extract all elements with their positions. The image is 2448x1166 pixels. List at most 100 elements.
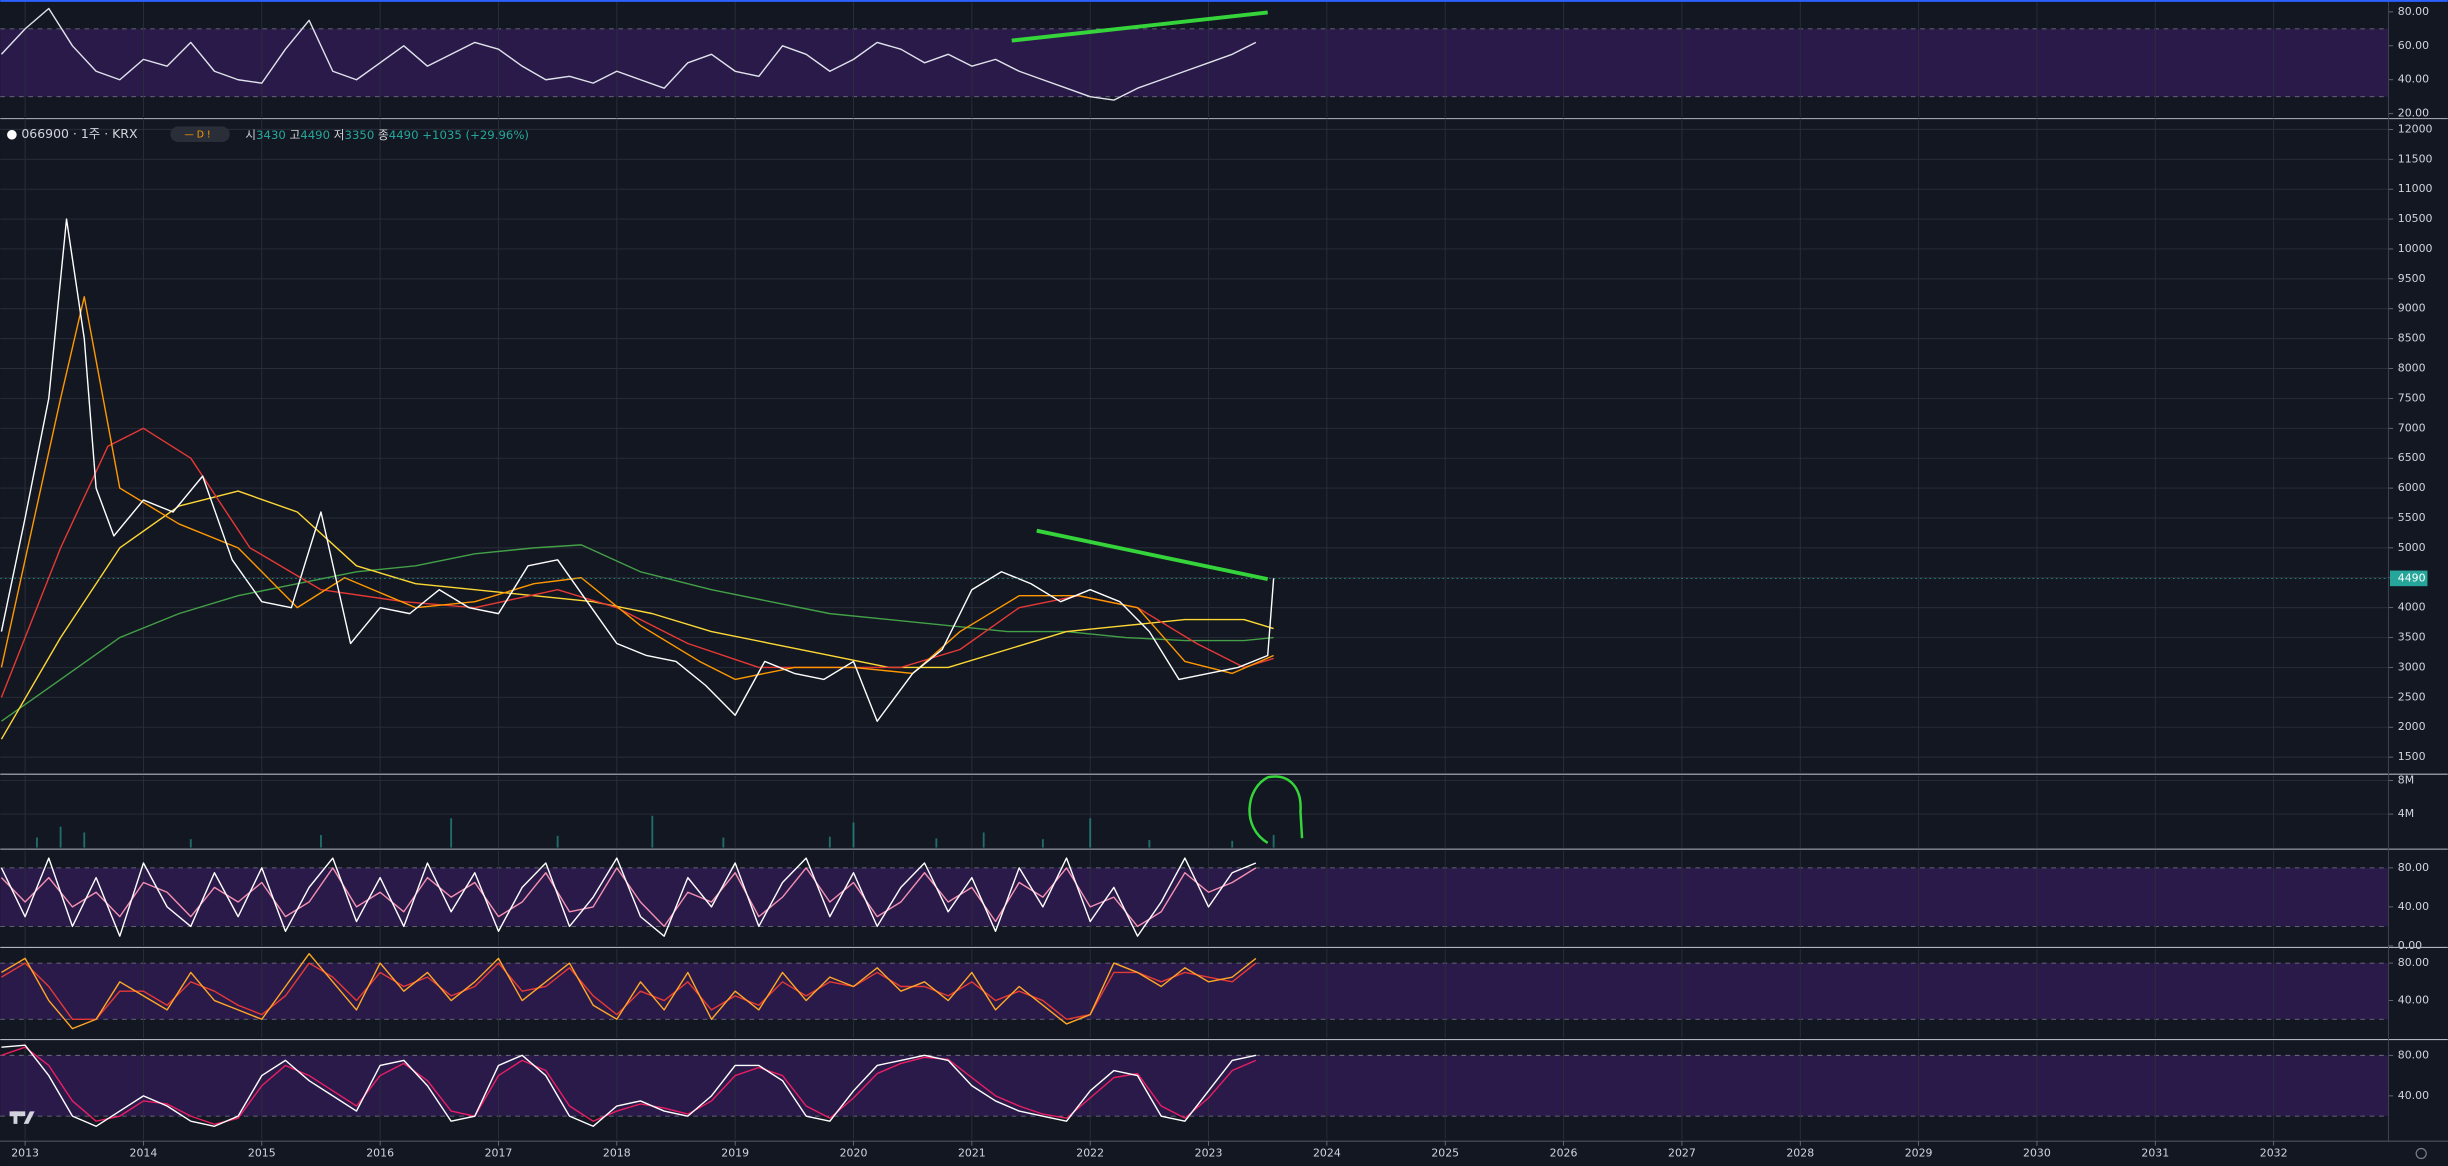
volume-bar (852, 822, 855, 848)
x-tick-label: 2017 (485, 1147, 513, 1160)
y-tick-label: 20.00 (2398, 107, 2429, 120)
y-tick-label: 60.00 (2398, 39, 2429, 52)
volume-bar (556, 835, 559, 848)
series-line (0, 218, 1275, 722)
x-tick-label: 2021 (958, 1147, 986, 1160)
volume-bar (1148, 840, 1151, 848)
x-tick-label: 2032 (2260, 1147, 2288, 1160)
symbol-icon: ● (6, 126, 17, 141)
y-tick-label: 11500 (2398, 152, 2433, 165)
y-tick-label: 8000 (2398, 362, 2426, 375)
last-price-label: 4490 (2398, 571, 2426, 584)
y-tick-label: 10500 (2398, 212, 2433, 225)
drawing-trendline (1036, 528, 1269, 582)
y-tick-label: 10000 (2398, 242, 2433, 255)
series-line (0, 296, 1274, 681)
x-tick-label: 2014 (130, 1147, 158, 1160)
x-tick-label: 2029 (1905, 1147, 1933, 1160)
y-tick-label: 3500 (2398, 631, 2426, 644)
y-tick-label: 4M (2398, 807, 2414, 820)
y-tick-label: 9000 (2398, 302, 2426, 315)
band (0, 963, 2389, 1020)
volume-bar (722, 837, 725, 848)
series-line (1, 1044, 1257, 1127)
series-line (0, 867, 1257, 928)
x-tick-label: 2013 (11, 1147, 39, 1160)
volume-bar (189, 839, 192, 848)
series-line (0, 490, 1274, 740)
value: 3350 (345, 128, 375, 142)
last-price-badge (2390, 570, 2428, 587)
band (0, 1055, 2389, 1117)
series-line (0, 857, 1257, 937)
volume-bar (1272, 835, 1275, 848)
y-tick-label: 8M (2398, 774, 2414, 787)
y-tick-label: 40.00 (2398, 73, 2429, 86)
svg-text:— D !: — D ! (184, 130, 210, 141)
volume-bar (450, 818, 453, 848)
series-line (1, 1046, 1257, 1125)
y-tick-label: 11000 (2398, 182, 2433, 195)
volume-bar (828, 836, 831, 848)
y-tick-label: 80.00 (2398, 956, 2429, 969)
volume-bar (651, 815, 654, 848)
volume-bar (935, 838, 938, 848)
y-tick-label: 3000 (2398, 660, 2426, 673)
y-tick-label: 9500 (2398, 272, 2426, 285)
drawing-trendline (1011, 10, 1268, 43)
label: 저 (334, 128, 345, 142)
x-tick-label: 2019 (721, 1147, 749, 1160)
tradingview-logo (9, 1111, 35, 1124)
drawing-circle (1248, 775, 1304, 844)
band (0, 28, 2389, 97)
y-tick-label: 6000 (2398, 481, 2426, 494)
y-tick-label: 0.00 (2398, 939, 2422, 952)
y-tick-label: 40.00 (2398, 994, 2429, 1007)
y-tick-label: 4000 (2398, 601, 2426, 614)
y-tick-label: 80.00 (2398, 5, 2429, 18)
legend-ohlc: 시3430 고4490 저3350 종4490 +1035 (+29.96%) (245, 128, 529, 142)
y-tick-label: 80.00 (2398, 861, 2429, 874)
top-border (0, 0, 2448, 2)
x-tick-label: 2015 (248, 1147, 276, 1160)
series-line (1, 962, 1257, 1020)
y-tick-label: 2500 (2398, 690, 2426, 703)
x-tick-label: 2028 (1786, 1147, 1814, 1160)
value: 3430 (256, 128, 286, 142)
x-tick-label: 2018 (603, 1147, 631, 1160)
volume-bar (320, 835, 322, 848)
x-tick-label: 2031 (2141, 1147, 2169, 1160)
y-tick-label: 80.00 (2398, 1048, 2429, 1061)
y-tick-label: 2000 (2398, 720, 2426, 733)
x-tick-label: 2020 (840, 1147, 868, 1160)
legend-buttons[interactable]: — D ! (170, 126, 230, 143)
y-tick-label: 40.00 (2398, 1089, 2429, 1102)
y-tick-label: 6500 (2398, 451, 2426, 464)
legend-symbol: 066900 · 1주 · KRX (21, 126, 138, 141)
volume-bar (1041, 839, 1044, 848)
y-tick-label: 8500 (2398, 332, 2426, 345)
change: +1035 (422, 128, 462, 142)
label: 시 (245, 128, 256, 142)
label: 종 (378, 128, 389, 142)
y-tick-label: 5500 (2398, 511, 2426, 524)
series-line (1, 953, 1257, 1030)
y-tick-label: 1500 (2398, 750, 2426, 763)
value: 4490 (389, 128, 419, 142)
x-tick-label: 2030 (2023, 1147, 2051, 1160)
y-tick-label: 5000 (2398, 541, 2426, 554)
y-tick-label: 7500 (2398, 391, 2426, 404)
settings-icon[interactable] (2415, 1147, 2427, 1160)
value: 4490 (300, 128, 330, 142)
volume-bar (35, 837, 38, 848)
x-tick-label: 2023 (1195, 1147, 1223, 1160)
volume-bar (982, 832, 985, 848)
y-tick-label: 7000 (2398, 421, 2426, 434)
legend: ● 066900 · 1주 · KRX (6, 126, 137, 141)
x-tick-label: 2024 (1313, 1147, 1341, 1160)
y-tick-label: 12000 (2398, 122, 2433, 135)
series-line (1, 544, 1274, 722)
x-tick-label: 2026 (1550, 1147, 1578, 1160)
volume-bar (1089, 818, 1092, 848)
label: 고 (290, 128, 301, 142)
